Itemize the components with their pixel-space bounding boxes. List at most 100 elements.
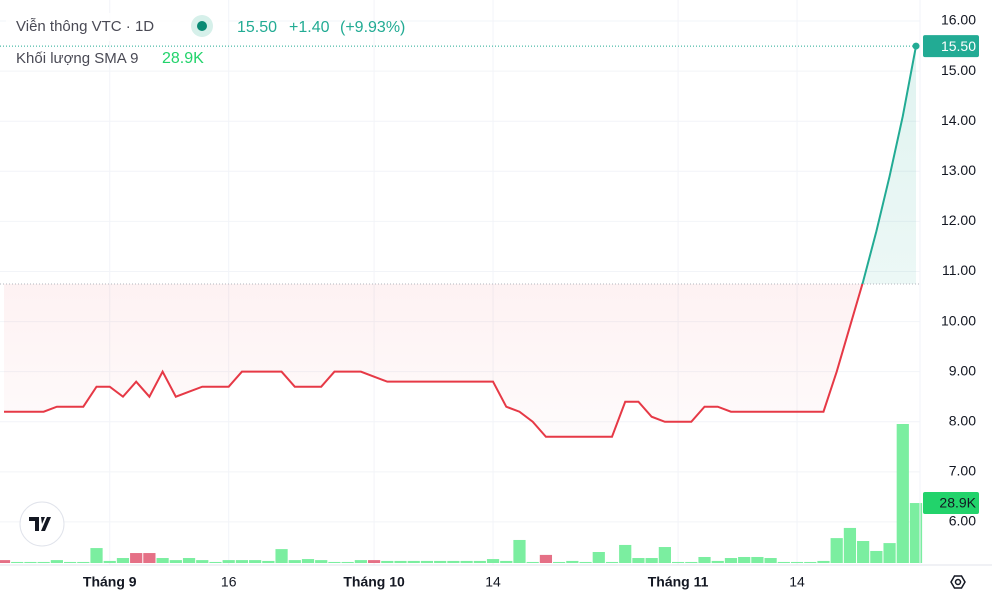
x-tick-label: Tháng 9	[83, 574, 137, 590]
settings-icon[interactable]	[950, 575, 966, 589]
volume-bar	[804, 561, 817, 563]
x-tick-label: 14	[789, 574, 805, 590]
last-volume-box	[923, 492, 979, 515]
volume-bar	[566, 560, 579, 563]
volume-bar	[764, 558, 777, 563]
volume-bar	[11, 561, 24, 563]
volume-bar	[460, 560, 473, 563]
x-tick-label: Tháng 10	[343, 574, 405, 590]
y-tick-label: 14.00	[941, 112, 976, 128]
settings-icon-dot	[954, 578, 962, 586]
volume-bar	[526, 561, 539, 563]
volume-bar	[857, 541, 870, 563]
volume-bar	[751, 556, 764, 563]
volume-bar	[301, 559, 315, 563]
volume-bar	[685, 561, 698, 563]
volume-bar	[196, 560, 209, 563]
y-tick-label: 12.00	[941, 212, 976, 228]
volume-bar	[513, 539, 526, 563]
last-price-label: 15.50	[941, 38, 976, 54]
volume-bar	[500, 560, 513, 563]
volume-bar	[592, 552, 605, 563]
volume-bar	[830, 538, 843, 563]
legend-bg	[6, 13, 228, 41]
line-down	[4, 284, 864, 438]
y-tick-label: 10.00	[941, 312, 976, 328]
volume-bar	[315, 560, 328, 563]
volume-bar	[381, 560, 394, 563]
volume-bar	[645, 558, 658, 563]
volume-bar	[328, 561, 341, 563]
volume-bar	[169, 560, 182, 563]
volume-bar	[711, 560, 724, 563]
volume-bar	[671, 561, 685, 563]
volume-bar	[579, 561, 592, 563]
volume-bar	[130, 553, 143, 563]
volume-bar	[116, 558, 130, 563]
volume-bar	[777, 561, 790, 563]
volume-bar	[619, 544, 632, 563]
volume-bar	[143, 553, 156, 563]
last-price-box	[923, 35, 979, 58]
y-tick-label: 16.00	[941, 12, 976, 28]
last-volume-label: 28.9K	[939, 495, 976, 511]
volume-bar	[486, 559, 500, 563]
volume-bar	[724, 558, 738, 563]
y-tick-label: 6.00	[949, 513, 976, 529]
volume-bar	[209, 561, 222, 563]
volume-bar	[0, 560, 11, 563]
y-tick-label: 8.00	[949, 412, 976, 428]
volume-bar	[182, 558, 196, 563]
volume-bar	[539, 554, 553, 563]
volume-bar	[354, 560, 367, 563]
volume-bar	[420, 560, 434, 563]
volume-bar	[434, 560, 447, 563]
legend-title: Viễn thông VTC · 1D	[16, 18, 154, 35]
volume-bar	[407, 560, 420, 563]
volume-bar	[553, 561, 566, 563]
volume-bar	[24, 561, 37, 563]
volume-bar	[738, 556, 751, 563]
volume-bar	[817, 560, 830, 563]
volume-bar	[222, 560, 235, 563]
grid	[0, 0, 920, 565]
axis: 6.00 7.00 8.00 9.00 10.00 11.00 12.00 13.00 14.0…	[83, 12, 979, 590]
volume-bar	[341, 561, 354, 563]
volume-bar	[698, 556, 711, 563]
volume-bar	[883, 543, 896, 563]
x-tick-label: 14	[485, 574, 501, 590]
logo-mark	[29, 517, 51, 531]
volume-bar	[605, 561, 619, 563]
status-dot[interactable]	[197, 21, 207, 31]
legend-change-pct: (+9.93%)	[340, 19, 405, 36]
volume-bar	[103, 560, 116, 563]
volume-bar	[896, 424, 909, 563]
volume-bar	[790, 561, 804, 563]
plot	[0, 42, 920, 438]
volume-bar	[275, 549, 288, 563]
x-tick-label: Tháng 11	[648, 574, 709, 590]
y-tick-label: 9.00	[949, 362, 976, 378]
volume-bar	[473, 560, 486, 563]
last-point	[912, 42, 920, 50]
x-tick-label: 16	[221, 574, 237, 590]
volume-bar	[447, 560, 460, 563]
volume-legend-title: Khối lượng SMA 9	[16, 50, 138, 67]
y-tick-label: 13.00	[941, 162, 976, 178]
volume-bar	[843, 527, 857, 563]
volume-bar	[63, 561, 77, 563]
volume-bar	[909, 503, 923, 563]
volume-legend-value: 28.9K	[162, 50, 204, 67]
volume-bar	[367, 560, 381, 563]
volume-bar	[50, 560, 63, 563]
volume-bar	[37, 561, 50, 563]
volume	[0, 424, 923, 563]
y-tick-label: 15.00	[941, 62, 976, 78]
volume-bar	[249, 560, 262, 563]
volume-bar	[235, 560, 249, 563]
volume-bar	[394, 560, 407, 563]
volume-bar	[288, 560, 301, 563]
volume-bar	[77, 561, 90, 563]
